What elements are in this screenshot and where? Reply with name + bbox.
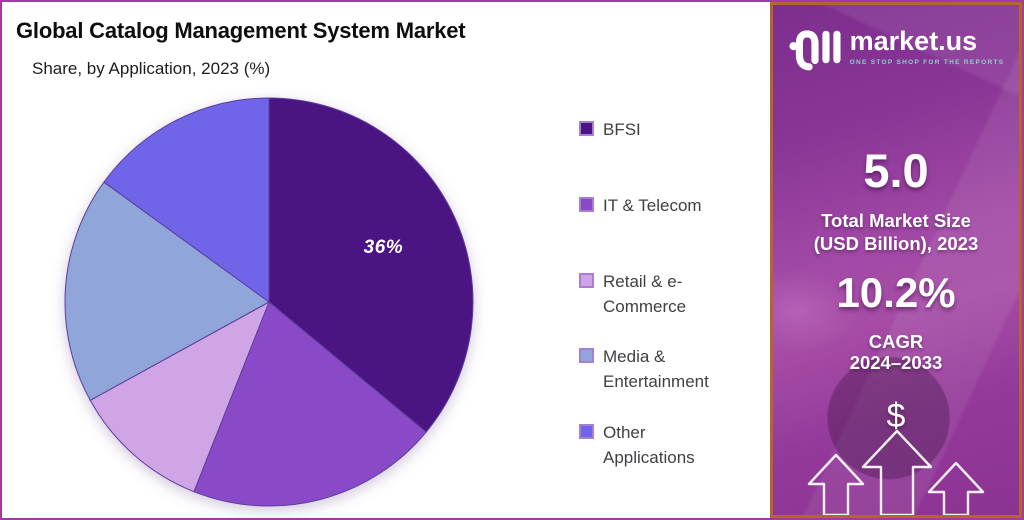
legend-item-retail-e-commerce: Retail & e-Commerce bbox=[579, 269, 735, 319]
legend-label: BFSI bbox=[603, 120, 641, 139]
brand-text-block: market.us ONE STOP SHOP FOR THE REPORTS bbox=[849, 26, 1005, 67]
cagr-value: 10.2% bbox=[836, 269, 956, 316]
legend-label: Media & Entertainment bbox=[603, 347, 709, 391]
legend-label: IT & Telecom bbox=[603, 196, 702, 215]
market-size-value: 5.0 bbox=[863, 144, 929, 197]
market-size-caption-line2: (USD Billion), 2023 bbox=[813, 233, 979, 254]
pie-slice-value-label: 36% bbox=[364, 237, 404, 258]
legend-swatch-icon bbox=[579, 121, 594, 136]
growth-arrows-icon bbox=[807, 429, 985, 515]
legend-swatch-icon bbox=[579, 273, 594, 288]
pie-chart: 36% bbox=[64, 97, 474, 507]
cagr-caption-line1: CAGR bbox=[868, 331, 924, 352]
legend-item-it-telecom: IT & Telecom bbox=[579, 193, 735, 218]
dollar-icon: $ bbox=[886, 397, 906, 435]
pie-slice-bfsi bbox=[268, 97, 474, 433]
brand-tagline: ONE STOP SHOP FOR THE REPORTS bbox=[849, 59, 1005, 66]
market-size-caption-line1: Total Market Size bbox=[821, 210, 971, 231]
pie-slice-other-applications bbox=[103, 97, 270, 303]
brand-panel: market.us ONE STOP SHOP FOR THE REPORTS … bbox=[770, 2, 1022, 518]
legend-item-other-applications: Other Applications bbox=[579, 420, 735, 470]
legend-label: Retail & e-Commerce bbox=[603, 272, 687, 316]
marketus-logo: market.us ONE STOP SHOP FOR THE REPORTS bbox=[773, 21, 1019, 73]
legend-swatch-icon bbox=[579, 348, 594, 363]
pie-slice-media-entertainment bbox=[64, 181, 270, 401]
legend-swatch-icon bbox=[579, 197, 594, 212]
legend-label: Other Applications bbox=[603, 423, 695, 467]
legend-swatch-icon bbox=[579, 424, 594, 439]
marketus-logo-icon bbox=[789, 30, 841, 71]
cagr-caption-line2: 2024–2033 bbox=[849, 352, 943, 373]
pie-slice-it-telecom bbox=[193, 301, 427, 507]
page-subtitle: Share, by Application, 2023 (%) bbox=[32, 59, 271, 78]
legend-item-bfsi: BFSI bbox=[579, 117, 735, 142]
pie-slice-retail-e-commerce bbox=[89, 300, 270, 493]
page-title: Global Catalog Management System Market bbox=[16, 18, 466, 43]
legend-item-media-entertainment: Media & Entertainment bbox=[579, 344, 735, 394]
brand-name: market.us bbox=[849, 26, 978, 56]
